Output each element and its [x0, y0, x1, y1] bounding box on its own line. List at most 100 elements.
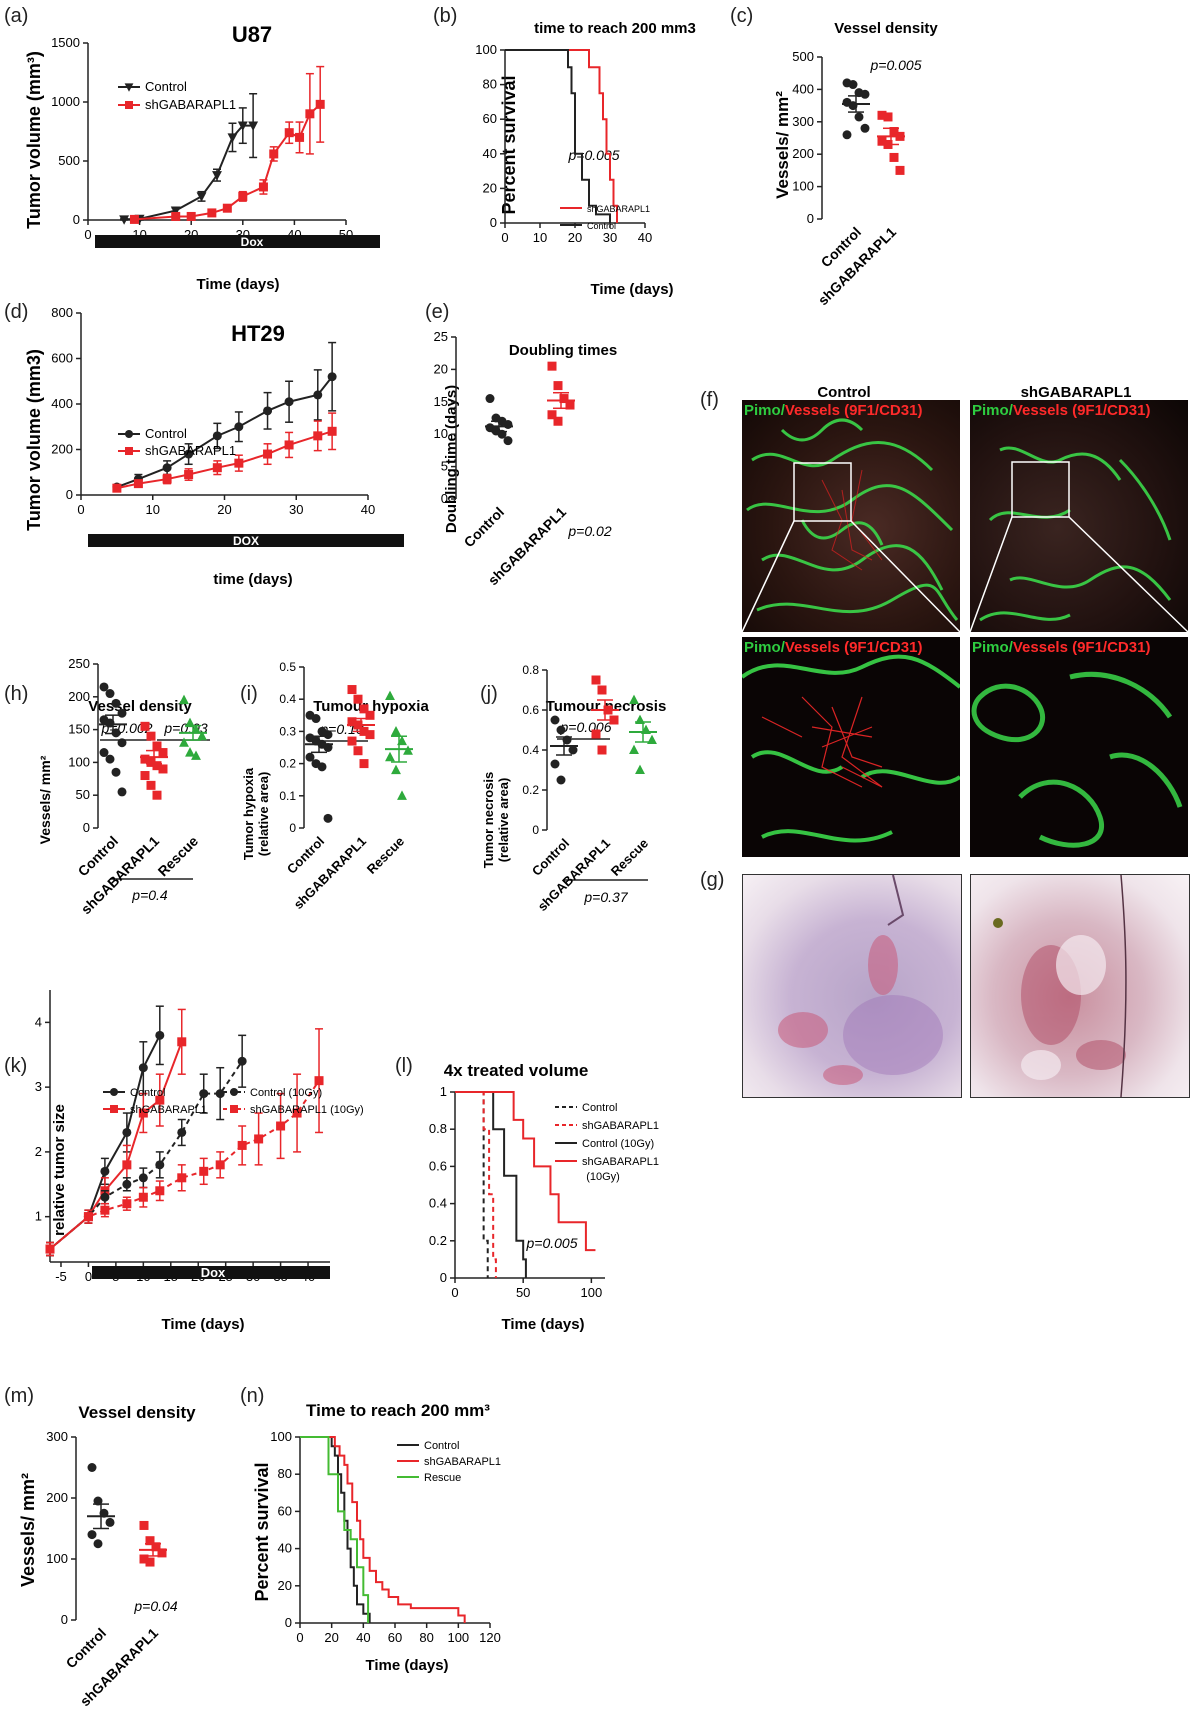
- panel-l-title: 4x treated volume: [444, 1061, 589, 1080]
- i-point: [391, 726, 401, 736]
- panel-f-stain-label-2: Pimo/Vessels (9F1/CD31): [972, 402, 1151, 419]
- a-point: [248, 121, 259, 131]
- i-point: [317, 762, 327, 772]
- panel-i-ylabel-1: Tumor hypoxia: [241, 767, 256, 860]
- a-point: [170, 206, 181, 216]
- panel-f-sh-overview-vessels: [979, 446, 1172, 622]
- panel-f-control-zoom: Pimo/Vessels (9F1/CD31): [742, 637, 960, 857]
- j-y-tick-label: 0.8: [522, 663, 539, 677]
- m-point: [87, 1463, 97, 1472]
- k-point: [83, 1212, 93, 1222]
- i-point: [323, 813, 333, 823]
- panel-f-control-overview-vessels: [746, 418, 959, 621]
- panel-f-col-control: Control: [817, 384, 870, 401]
- l-y-tick-label: 0.4: [429, 1196, 447, 1211]
- k-point: [314, 1076, 324, 1086]
- b-x-tick-label: 10: [533, 230, 547, 245]
- c-point: [895, 165, 905, 175]
- panel-f-sh-zoom: Pimo/Vessels (9F1/CD31): [970, 637, 1188, 857]
- d-point: [212, 463, 222, 473]
- e-point: [503, 436, 513, 446]
- panel-e-pvalue: p=0.02: [567, 523, 611, 539]
- d-point: [313, 390, 323, 400]
- d-legend-label: Control: [145, 426, 187, 441]
- i-point: [365, 710, 375, 720]
- h-category-label: shGABARAPL1: [78, 833, 163, 918]
- panel-b-title: time to reach 200 mm3: [534, 20, 696, 37]
- k-point: [100, 1205, 110, 1215]
- panel-k-plot: 1234-50510152025303540ControlshGABARAPL1…: [35, 990, 364, 1284]
- panel-f-stain-label-4: Pimo/Vessels (9F1/CD31): [972, 639, 1151, 656]
- d-y-tick-label: 800: [51, 305, 73, 320]
- a-y-tick-label: 500: [58, 153, 80, 168]
- b-y-tick-label: 100: [475, 42, 497, 57]
- b-y-tick-label: 60: [483, 111, 497, 126]
- panel-a-dox-bar: [95, 235, 380, 248]
- b-x-tick-label: 30: [603, 230, 617, 245]
- panel-l-plot: 0 0.2 0.4 0.6 0.8 1 0 50 100 Control shGABARAPL1 Co…: [429, 1084, 659, 1300]
- b-legend-label: shGABARAPL1: [587, 204, 650, 214]
- panel-n-xlabel: Time (days): [365, 1657, 448, 1674]
- i-y-tick-label: 0.4: [279, 692, 296, 706]
- panel-f-control-zoom-vessels: [742, 654, 960, 843]
- panel-n-ylabel: Percent survival: [252, 1462, 272, 1601]
- k-point: [122, 1160, 132, 1170]
- panel-f-col-sh: shGABARAPL1: [1021, 384, 1132, 401]
- a-point: [284, 128, 294, 138]
- j-point: [629, 694, 639, 705]
- d-y-tick-label: 600: [51, 351, 73, 366]
- n-legend-label: shGABARAPL1: [424, 1456, 501, 1468]
- i-y-tick-label: 0.1: [279, 789, 296, 803]
- j-point: [550, 759, 560, 769]
- h-point: [191, 750, 201, 760]
- j-point: [556, 725, 566, 735]
- j-y-tick-label: 0.2: [522, 783, 539, 797]
- d-point: [184, 470, 194, 480]
- n-x-tick-label: 40: [356, 1630, 370, 1645]
- a-legend-marker: [125, 101, 133, 109]
- k-point: [177, 1173, 187, 1183]
- c-y-tick-label: 300: [792, 114, 814, 129]
- k-point: [276, 1121, 286, 1131]
- panel-i-title: Tumour hypoxia: [313, 698, 429, 715]
- panel-b-xlabel: Time (days): [590, 281, 673, 298]
- k-point: [199, 1089, 209, 1099]
- c-y-tick-label: 100: [792, 179, 814, 194]
- k-legend-marker: [230, 1088, 238, 1096]
- k-x-tick-label: -5: [55, 1269, 67, 1284]
- i-y-tick-label: 0.5: [279, 660, 296, 674]
- a-point: [237, 121, 248, 131]
- a-point: [119, 215, 130, 225]
- e-point: [547, 410, 557, 420]
- m-y-tick-label: 200: [46, 1490, 68, 1505]
- h-point: [146, 731, 156, 741]
- k-point: [215, 1160, 225, 1170]
- k-legend-label: Control: [130, 1087, 165, 1099]
- b-y-tick-label: 0: [490, 215, 497, 230]
- k-legend-marker: [110, 1088, 118, 1096]
- a-point: [129, 214, 139, 224]
- panel-k-dox-bar: [92, 1266, 330, 1279]
- i-y-tick-label: 0.3: [279, 724, 296, 738]
- panel-letter-m: (m): [4, 1385, 34, 1407]
- i-point: [311, 714, 321, 724]
- d-y-tick-label: 200: [51, 442, 73, 457]
- i-point: [385, 690, 395, 701]
- d-legend-marker: [125, 430, 133, 438]
- panel-letter-k: (k): [4, 1055, 27, 1077]
- l-legend-label: Control: [582, 1102, 617, 1114]
- panel-f-sh-overview: Pimo/Vessels (9F1/CD31): [970, 400, 1188, 632]
- k-series-line-1: [49, 1041, 183, 1250]
- d-point: [263, 449, 273, 459]
- e-y-tick-label: 15: [434, 394, 448, 409]
- c-point: [854, 112, 864, 122]
- k-y-tick-label: 3: [35, 1079, 42, 1094]
- k-point: [155, 1186, 165, 1196]
- d-x-tick-label: 40: [361, 502, 375, 517]
- d-point: [212, 431, 222, 441]
- k-point: [138, 1063, 148, 1073]
- j-point: [609, 715, 619, 725]
- j-point: [568, 745, 578, 755]
- n-legend-label: Rescue: [424, 1472, 461, 1484]
